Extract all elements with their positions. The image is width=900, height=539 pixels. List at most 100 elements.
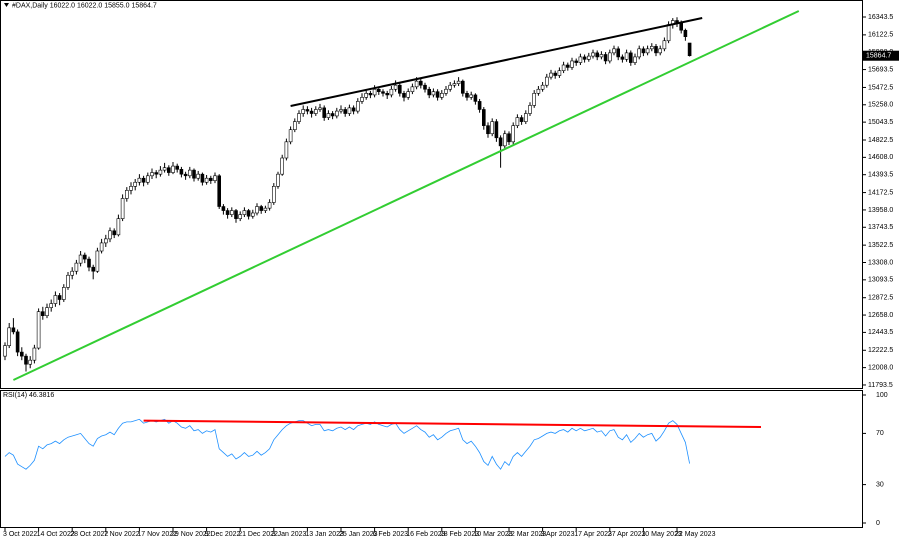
candle-body (456, 80, 461, 84)
candle-body (3, 345, 7, 357)
candle-body (528, 105, 532, 114)
candle-body (540, 84, 545, 90)
candle-body (7, 327, 11, 346)
candle-body (364, 93, 369, 98)
candle-body (624, 52, 629, 60)
x-tick-label: 21 Dec 2022 (238, 531, 278, 538)
candle-body (536, 88, 541, 94)
candle-body (175, 165, 179, 170)
candle-body (322, 107, 327, 118)
candle-body (112, 230, 116, 236)
y-tick-label: 13522.5 (868, 242, 893, 249)
candle-body (490, 121, 495, 135)
rsi-line (4, 418, 690, 470)
rsi-tick-label: 30 (876, 481, 884, 488)
x-tick-label: 13 Jan 2023 (305, 531, 344, 538)
y-tick-label: 12008.0 (868, 364, 893, 371)
candle-body (410, 86, 415, 92)
candle-body (204, 177, 209, 183)
candle-body (372, 88, 377, 96)
candle-body (28, 359, 33, 365)
y-tick-label: 14393.5 (868, 172, 893, 179)
candle-body (515, 117, 520, 126)
candle-body (553, 72, 558, 76)
candle-body (36, 311, 41, 349)
candle-body (561, 64, 566, 71)
candle-body (91, 266, 95, 272)
candle-body (641, 48, 646, 54)
y-tick-label: 15258.0 (868, 102, 893, 109)
candle-body (351, 107, 356, 112)
candle-body (32, 347, 37, 361)
candle-body (116, 218, 121, 236)
rsi-tick-label: 100 (876, 392, 888, 399)
candle-body (255, 206, 259, 214)
candle-body (158, 169, 163, 175)
candle-body (393, 84, 398, 90)
candle-body (129, 186, 133, 191)
x-tick-label: 25 Jan 2023 (339, 531, 378, 538)
current-price-label: 15864.7 (866, 53, 891, 60)
price-panel (0, 0, 863, 389)
candle-body (288, 129, 293, 143)
candle-body (360, 97, 364, 102)
candle-body (460, 80, 465, 94)
candle-body (234, 210, 238, 219)
candle-body (305, 109, 310, 112)
candle-body (171, 165, 175, 173)
candle-body (397, 84, 402, 94)
y-tick-label: 14172.5 (868, 189, 893, 196)
y-tick-label: 13958.0 (868, 207, 893, 214)
candle-body (658, 48, 663, 54)
candle-body (108, 230, 112, 240)
candle-body (318, 107, 322, 110)
candle-body (301, 109, 306, 114)
x-tick-label: 10 May 2023 (641, 531, 682, 538)
candle-body (230, 210, 234, 215)
candle-body (376, 88, 381, 92)
candle-body (196, 173, 200, 179)
candle-body (385, 93, 390, 96)
candle-body (616, 48, 621, 58)
x-tick-label: 6 Feb 2023 (373, 531, 409, 538)
x-tick-label: 22 Mar 2023 (507, 531, 546, 538)
candle-body (654, 46, 658, 54)
candle-body (612, 48, 616, 54)
x-tick-label: 28 Feb 2023 (440, 531, 479, 538)
candle-body (276, 173, 280, 187)
candle-body (192, 169, 196, 179)
candle-body (355, 101, 360, 112)
candle-body (565, 64, 570, 68)
candle-body (49, 303, 54, 308)
candle-body (683, 29, 688, 37)
candle-body (418, 80, 423, 86)
candle-body (339, 109, 343, 112)
candle-body (334, 110, 339, 117)
x-tick-label: 3 Oct 2022 (3, 531, 37, 538)
candle-body (679, 22, 684, 31)
candle-body (188, 169, 192, 177)
candle-body (486, 125, 490, 135)
candle-body (66, 274, 70, 288)
candle-body (435, 91, 440, 98)
candle-body (297, 113, 301, 122)
menu-icon (4, 3, 9, 7)
candle-body (78, 254, 83, 264)
candle-body (263, 207, 268, 211)
indicator-name: RSI(14) (3, 392, 27, 399)
candle-body (557, 70, 562, 76)
candle-body (389, 88, 394, 96)
candle-body (99, 242, 104, 252)
y-tick-label: 13743.5 (868, 224, 893, 231)
candle-body (662, 40, 667, 50)
y-tick-label: 15043.5 (868, 119, 893, 126)
candle-body (444, 88, 448, 94)
x-tick-label: 16 Feb 2023 (406, 531, 445, 538)
candle-body (343, 109, 348, 114)
candle-body (141, 177, 146, 183)
candle-body (406, 91, 411, 98)
y-tick-label: 12222.5 (868, 347, 893, 354)
chart-title: #DAX,Daily 16022.0 16022.0 15855.0 15864… (12, 2, 157, 9)
